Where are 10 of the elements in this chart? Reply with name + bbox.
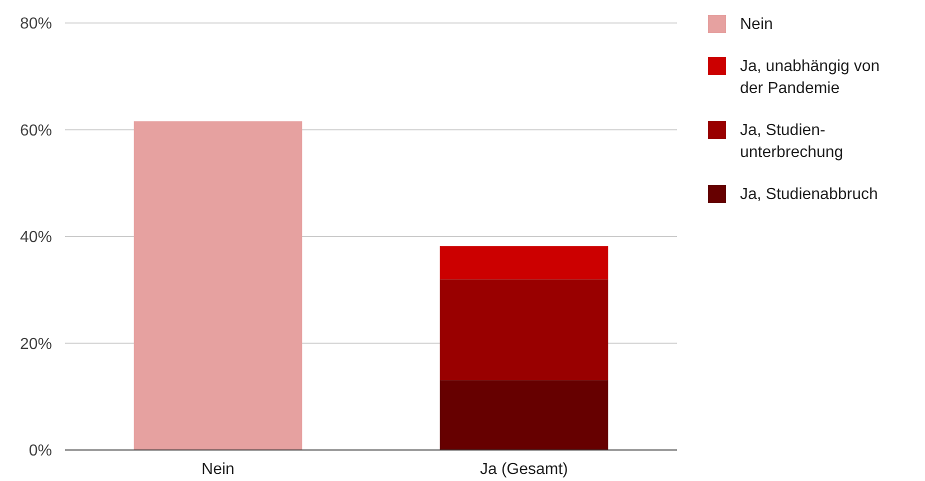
legend-label: Ja, Studienabbruch [740,186,878,203]
y-tick-label: 40% [20,229,52,246]
y-tick-label: 80% [20,16,52,33]
legend-label: Ja, unabhängig von der Pandemie [740,58,880,97]
y-tick-label: 20% [20,336,52,353]
y-tick-label: 60% [20,122,52,140]
y-tick-label: 0% [28,442,52,460]
legend-label: Nein [740,16,773,33]
legend-label: Ja, Studien-unterbrechung [740,122,844,161]
x-tick-label: Ja (Gesamt) [480,461,568,478]
